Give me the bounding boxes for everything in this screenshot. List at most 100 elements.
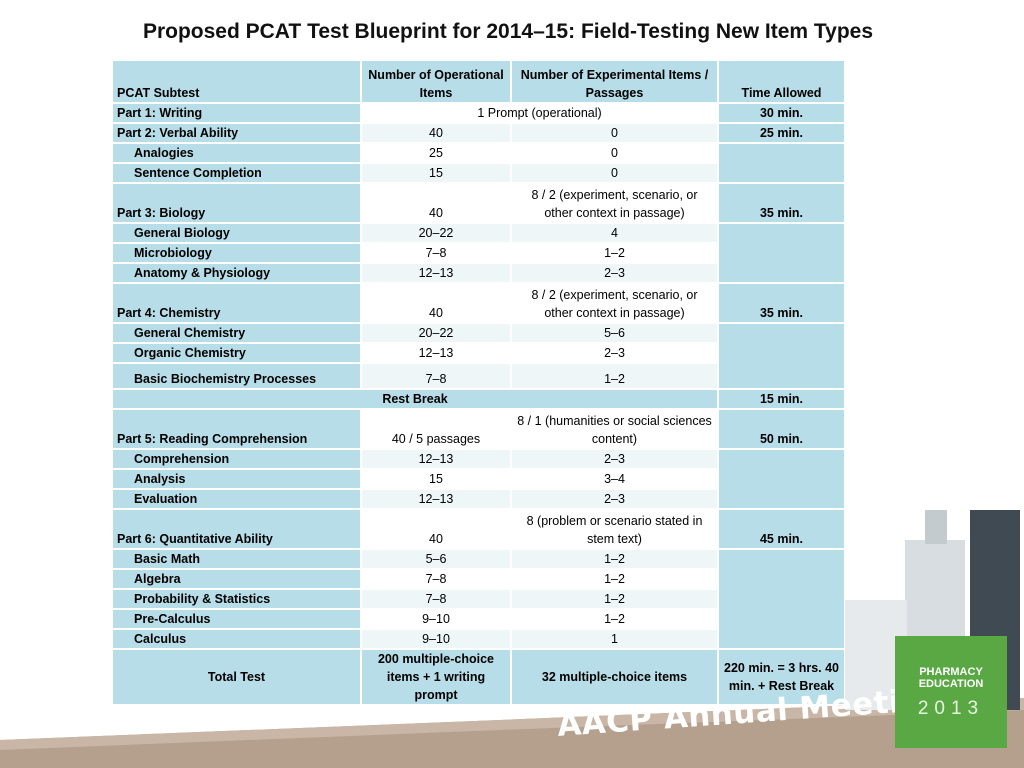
table-row: Part 3: Biology 40 8 / 2 (experiment, sc… [111, 182, 846, 224]
table-row: Organic Chemistry 12–13 2–3 [111, 342, 845, 364]
row-experimental: 4 [510, 222, 719, 244]
row-time: 30 min. [717, 102, 846, 124]
row-operational: 12–13 [360, 488, 512, 510]
row-operational: 20–22 [360, 222, 512, 244]
row-operational: 15 [360, 468, 512, 490]
header-time: Time Allowed [717, 59, 846, 104]
total-experimental: 32 multiple-choice items [510, 648, 719, 706]
row-label: Microbiology [111, 242, 362, 264]
table-row: Part 6: Quantitative Ability 40 8 (probl… [111, 508, 846, 550]
table-row: Probability & Statistics 7–8 1–2 [111, 588, 845, 610]
row-experimental: 1–2 [510, 548, 719, 570]
row-time: 35 min. [717, 282, 846, 324]
row-label: Basic Math [111, 548, 362, 570]
slide-title: Proposed PCAT Test Blueprint for 2014–15… [142, 20, 874, 43]
row-operational: 40 [360, 122, 512, 144]
row-label: General Biology [111, 222, 362, 244]
table-row: Evaluation 12–13 2–3 [111, 488, 845, 510]
total-time: 220 min. = 3 hrs. 40 min. + Rest Break [717, 648, 846, 706]
row-label: Part 1: Writing [111, 102, 362, 124]
row-experimental: 2–3 [510, 262, 719, 284]
row-experimental: 1–2 [510, 568, 719, 590]
table-row: General Chemistry 20–22 5–6 [111, 322, 846, 390]
table-header-row: PCAT Subtest Number of Operational Items… [111, 59, 846, 104]
row-operational: 20–22 [360, 322, 512, 344]
row-experimental: 1–2 [510, 608, 719, 630]
row-label: Anatomy & Physiology [111, 262, 362, 284]
table-row: Basic Biochemistry Processes 7–8 1–2 [111, 362, 845, 390]
row-operational: 40 [360, 182, 512, 224]
row-label: Sentence Completion [111, 162, 362, 184]
row-label: Organic Chemistry [111, 342, 362, 364]
table-row: Part 4: Chemistry 40 8 / 2 (experiment, … [111, 282, 846, 324]
row-experimental: 5–6 [510, 322, 719, 344]
header-operational: Number of Operational Items [360, 59, 512, 104]
row-operational: 40 [360, 282, 512, 324]
row-time [717, 142, 846, 184]
row-operational: 9–10 [360, 628, 512, 650]
header-subtest: PCAT Subtest [111, 59, 362, 104]
table-row: Analogies 25 0 [111, 142, 846, 184]
floor-highlight [0, 698, 1024, 750]
row-label: General Chemistry [111, 322, 362, 344]
row-operational: 7–8 [360, 362, 512, 390]
table-row: Microbiology 7–8 1–2 [111, 242, 845, 264]
table-row: Part 2: Verbal Ability 40 0 25 min. [111, 122, 846, 144]
table-row: Anatomy & Physiology 12–13 2–3 [111, 262, 845, 284]
table-row: Analysis 15 3–4 [111, 468, 845, 490]
table-row: General Biology 20–22 4 [111, 222, 846, 284]
pcat-blueprint-table: PCAT Subtest Number of Operational Items… [111, 59, 846, 706]
row-label: Pre-Calculus [111, 608, 362, 630]
row-experimental: 1 [510, 628, 719, 650]
row-items: 1 Prompt (operational) [360, 102, 719, 124]
table-row: Sentence Completion 15 0 [111, 162, 845, 184]
pharmacy-education-logo: PHARMACY EDUCATION 2013 [895, 636, 1007, 748]
row-experimental: 8 / 1 (humanities or social sciences con… [510, 408, 719, 450]
row-time [717, 322, 846, 390]
row-label: Part 4: Chemistry [111, 282, 362, 324]
row-experimental: 0 [510, 142, 719, 164]
row-experimental: 1–2 [510, 588, 719, 610]
tower-top-shape [925, 510, 947, 544]
row-operational: 12–13 [360, 342, 512, 364]
row-label: Part 3: Biology [111, 182, 362, 224]
row-experimental: 3–4 [510, 468, 719, 490]
table-row: Part 1: Writing 1 Prompt (operational) 3… [111, 102, 846, 124]
row-label: Part 2: Verbal Ability [111, 122, 362, 144]
row-time: 50 min. [717, 408, 846, 450]
row-operational: 15 [360, 162, 512, 184]
footer-banner-art [0, 698, 1024, 768]
row-label: Analysis [111, 468, 362, 490]
header-experimental: Number of Experimental Items / Passages [510, 59, 719, 104]
row-operational: 12–13 [360, 262, 512, 284]
table-row: Calculus 9–10 1 [111, 628, 845, 650]
row-experimental: 1–2 [510, 362, 719, 390]
table-row: Comprehension 12–13 2–3 [111, 448, 846, 510]
row-label: Probability & Statistics [111, 588, 362, 610]
row-time [717, 548, 846, 650]
row-time [717, 222, 846, 284]
table-row: Basic Math 5–6 1–2 [111, 548, 846, 650]
row-time: 25 min. [717, 122, 846, 144]
row-operational: 7–8 [360, 588, 512, 610]
row-experimental: 8 (problem or scenario stated in stem te… [510, 508, 719, 550]
table-row: Rest Break 15 min. [111, 388, 846, 410]
logo-line2: EDUCATION [918, 678, 984, 690]
row-label: Calculus [111, 628, 362, 650]
row-operational: 9–10 [360, 608, 512, 630]
table-row: Pre-Calculus 9–10 1–2 [111, 608, 845, 630]
row-operational: 40 / 5 passages [360, 408, 512, 450]
row-experimental: 2–3 [510, 488, 719, 510]
row-experimental: 8 / 2 (experiment, scenario, or other co… [510, 182, 719, 224]
row-label: Evaluation [111, 488, 362, 510]
row-label: Algebra [111, 568, 362, 590]
row-operational: 7–8 [360, 242, 512, 264]
row-time: 35 min. [717, 182, 846, 224]
row-label: Part 6: Quantitative Ability [111, 508, 362, 550]
row-experimental: 1–2 [510, 242, 719, 264]
table-row: Part 5: Reading Comprehension 40 / 5 pas… [111, 408, 846, 450]
row-operational: 5–6 [360, 548, 512, 570]
row-operational: 40 [360, 508, 512, 550]
row-time [717, 448, 846, 510]
row-time: 45 min. [717, 508, 846, 550]
